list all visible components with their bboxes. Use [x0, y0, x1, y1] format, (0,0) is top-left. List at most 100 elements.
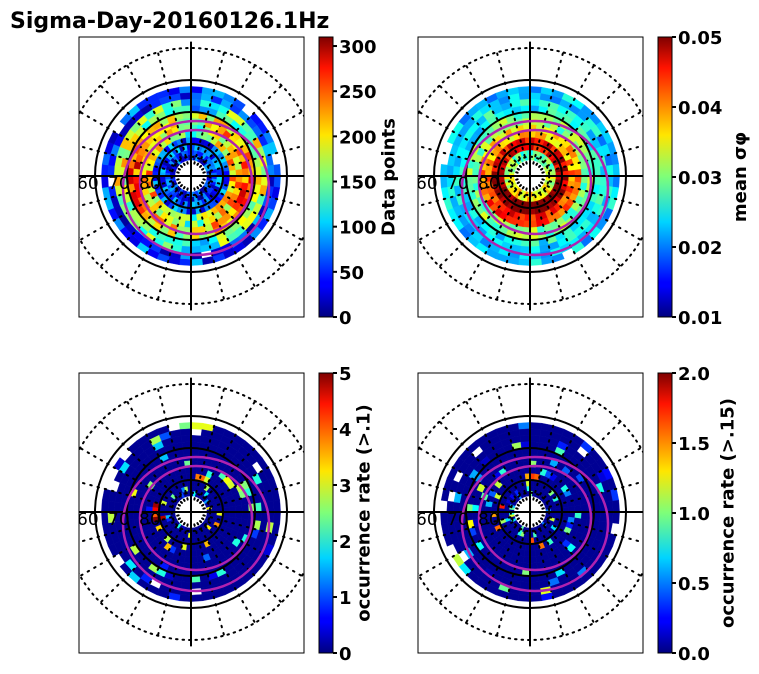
- heatmap-cell: [180, 581, 192, 590]
- heatmap-cell: [241, 175, 249, 184]
- dotted-mlt-spoke: [124, 397, 186, 502]
- dotted-mlt-spoke: [436, 520, 522, 606]
- heatmap-cell: [273, 164, 281, 177]
- colorbar: 0 50 100 150 200 250 300 Data points: [318, 36, 400, 329]
- heatmap-cell: [574, 511, 582, 519]
- colorbar-tick-label: 0.01: [678, 308, 722, 329]
- heatmap-cell: [529, 581, 541, 590]
- colorbar-tick-label: 1: [339, 588, 352, 609]
- heatmap-cell: [519, 245, 531, 254]
- colorbar-tick-label: 300: [339, 37, 377, 58]
- heatmap-cell: [529, 86, 542, 94]
- heatmap-cell: [180, 434, 192, 443]
- heatmap-cell: [529, 92, 542, 101]
- dotted-mlt-spoke: [532, 187, 565, 304]
- colorbar-tick-label: 0.0: [678, 644, 710, 665]
- lat-label: 70: [108, 174, 130, 194]
- heatmap-cell: [529, 434, 541, 443]
- lat-label: 80: [478, 510, 500, 530]
- heatmap-cell: [529, 220, 537, 228]
- heatmap-cell: [519, 98, 531, 107]
- heatmap-cell: [518, 422, 531, 430]
- dotted-mlt-spoke: [418, 514, 519, 544]
- heatmap-cell: [523, 220, 531, 228]
- colorbar-tick-label: 0.03: [678, 168, 722, 189]
- colorbar-tick-label: 5: [339, 364, 352, 385]
- heatmap-cell: [580, 175, 588, 184]
- lat-label: 60: [416, 174, 438, 194]
- dotted-mlt-spoke: [79, 446, 181, 507]
- heatmap-cell: [190, 220, 198, 228]
- colorbar-tick-label: 0.05: [678, 28, 722, 49]
- auroral-oval-inner: [138, 464, 254, 572]
- dotted-mlt-spoke: [97, 520, 183, 606]
- lat-label: 80: [139, 510, 161, 530]
- heatmap-cell: [179, 92, 192, 101]
- heatmap-cell: [529, 258, 542, 266]
- figure-title: Sigma-Day-20160126.1Hz: [10, 9, 329, 34]
- dotted-mlt-spoke: [124, 61, 186, 166]
- dotted-mlt-spoke: [97, 184, 183, 270]
- heatmap-cell: [190, 581, 202, 590]
- dotted-mlt-spoke: [495, 523, 528, 640]
- heatmap-cell: [612, 175, 620, 188]
- colorbar-tick-label: 250: [339, 82, 377, 103]
- colorbar-tick-label: 50: [339, 263, 364, 284]
- heatmap-cell: [529, 556, 537, 564]
- heatmap-cell: [190, 434, 202, 443]
- heatmap-cell: [235, 175, 243, 183]
- colorbar-gradient: [318, 36, 334, 318]
- dotted-mlt-spoke: [124, 186, 186, 291]
- lat-label: 80: [478, 174, 500, 194]
- colorbar-label: mean σφ: [730, 132, 751, 222]
- dotted-mlt-spoke: [436, 82, 522, 168]
- heatmap-cell: [179, 258, 192, 266]
- colorbar-tick-label: 3: [339, 476, 352, 497]
- dotted-mlt-spoke: [532, 48, 565, 165]
- heatmap-cell: [235, 169, 243, 177]
- auroral-oval-inner: [138, 128, 254, 236]
- heatmap-cell: [179, 428, 192, 437]
- dotted-mlt-spoke: [196, 397, 258, 502]
- dotted-mlt-spoke: [79, 480, 180, 510]
- dotted-mlt-spoke: [463, 522, 525, 627]
- heatmap-cell: [235, 505, 243, 513]
- heatmap-cell: [580, 511, 588, 520]
- heatmap-cell: [179, 594, 192, 602]
- dotted-mlt-spoke: [193, 187, 226, 304]
- colorbar-tick-label: 0.04: [678, 98, 722, 119]
- colorbar-tick-label: 1.5: [678, 434, 710, 455]
- dotted-mlt-spoke: [156, 523, 189, 640]
- heatmap-cell: [529, 428, 542, 437]
- dotted-mlt-spoke: [540, 109, 643, 171]
- heatmap-cell: [574, 505, 582, 513]
- heatmap-cell: [518, 86, 531, 94]
- dotted-mlt-spoke: [199, 184, 285, 270]
- dotted-mlt-spoke: [97, 418, 183, 504]
- dotted-mlt-spoke: [535, 61, 597, 166]
- dotted-mlt-spoke: [538, 82, 624, 168]
- colorbar: 0.01 0.02 0.03 0.04 0.05 mean σφ: [657, 28, 751, 329]
- dotted-mlt-spoke: [201, 445, 304, 507]
- dotted-mlt-spoke: [79, 178, 180, 208]
- dotted-mlt-spoke: [418, 446, 520, 507]
- heatmap-cell: [580, 504, 588, 513]
- heatmap-cell: [180, 245, 192, 254]
- dotted-mlt-spoke: [199, 520, 285, 606]
- heatmap-cell: [190, 594, 203, 602]
- colorbar-tick-label: 100: [339, 218, 377, 239]
- colorbar-tick-label: 0.02: [678, 238, 722, 259]
- dotted-mlt-spoke: [202, 514, 304, 544]
- colorbar-tick-label: 200: [339, 127, 377, 148]
- heatmap-cell: [190, 92, 203, 101]
- colorbar-tick-label: 1.0: [678, 504, 710, 525]
- dotted-mlt-spoke: [199, 82, 285, 168]
- heatmap-cell: [574, 169, 582, 177]
- dotted-mlt-spoke: [199, 418, 285, 504]
- dotted-mlt-spoke: [495, 384, 528, 501]
- heatmap-cell: [190, 245, 202, 254]
- dotted-mlt-spoke: [532, 523, 565, 640]
- dotted-mlt-spoke: [541, 514, 643, 544]
- dotted-mlt-spoke: [196, 61, 258, 166]
